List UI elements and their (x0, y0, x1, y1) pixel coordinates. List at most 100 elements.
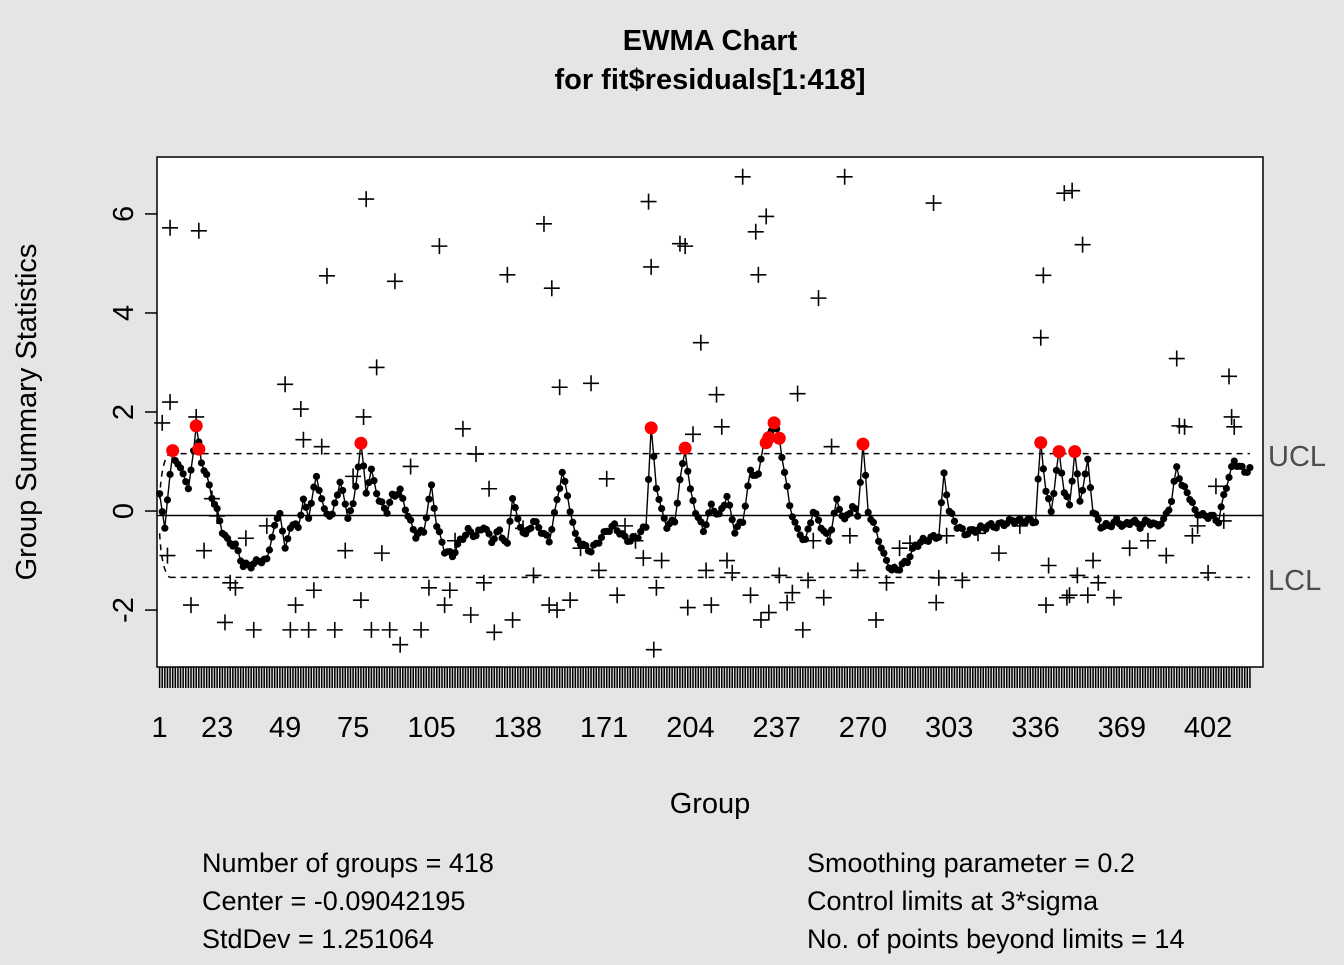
group-summary-point (1121, 540, 1138, 557)
group-summary-point (1105, 589, 1122, 606)
group-summary-point (648, 579, 665, 596)
out-of-control-point (767, 416, 781, 430)
group-summary-point (685, 426, 702, 443)
x-tick-label: 369 (1098, 712, 1146, 744)
group-summary-point (878, 574, 895, 591)
group-summary-point (467, 446, 484, 463)
ewma-point (741, 502, 749, 510)
group-summary-point (551, 379, 568, 396)
ewma-point (830, 509, 838, 517)
ewma-point (895, 566, 904, 574)
ewma-point (1042, 487, 1050, 495)
ewma-point (861, 471, 870, 479)
ewma-point (535, 523, 543, 532)
group-summary-point (1069, 567, 1086, 584)
group-summary-point (815, 589, 832, 606)
ewma-point (179, 470, 187, 478)
group-summary-point (1158, 547, 1175, 564)
group-summary-point (543, 280, 560, 297)
ewma-point (352, 482, 360, 490)
group-summary-point (358, 191, 375, 208)
ewma-point (435, 528, 443, 536)
ewma-point (642, 523, 650, 531)
ewma-point (503, 539, 511, 547)
group-summary-point (609, 587, 626, 604)
ewma-point (783, 482, 791, 490)
ewma-point (948, 509, 956, 518)
group-summary-point (1184, 527, 1201, 544)
ewma-point (652, 484, 661, 493)
group-summary-point (462, 607, 479, 624)
group-summary-point (841, 527, 858, 544)
ewma-point (786, 502, 794, 510)
ewma-point (318, 495, 326, 503)
group-summary-point (750, 266, 767, 283)
ewma-point (305, 514, 313, 522)
ewma-line (158, 422, 1251, 571)
ewma-point (1246, 463, 1254, 472)
ewma-point (684, 467, 692, 475)
group-summary-point (645, 641, 662, 658)
group-summary-point (420, 579, 437, 596)
group-summary-point (849, 562, 866, 579)
group-summary-point (954, 572, 971, 589)
ewma-point (307, 499, 315, 507)
group-summary-point (313, 438, 330, 455)
group-summary-point (237, 530, 254, 547)
ewma-point (265, 546, 274, 554)
group-summary-point (1226, 418, 1243, 435)
ewma-point (430, 504, 438, 512)
ewma-point (556, 484, 564, 493)
ewma-point (1058, 469, 1066, 477)
ewma-point (650, 452, 658, 461)
lcl-startup-curve (158, 533, 171, 578)
ewma-point (595, 539, 603, 547)
ewma-point (331, 499, 339, 507)
group-summary-point (1221, 368, 1238, 385)
x-axis: 1 23 49 75 105 138 171 204 237 270 303 336 369 402 (152, 667, 1251, 744)
ewma-point (882, 556, 891, 564)
ewma-point (1086, 484, 1095, 492)
x-tick-label: 105 (407, 712, 455, 744)
group-summary-point (794, 621, 811, 638)
ewma-point (825, 537, 833, 545)
ewma-point (346, 507, 355, 515)
ewma-point (582, 541, 590, 550)
group-summary-point (363, 621, 380, 638)
ewma-point (757, 455, 765, 463)
ewma-point (699, 527, 708, 536)
group-summary-point (823, 438, 840, 455)
ewma-point (297, 511, 305, 519)
ewma-point (744, 482, 752, 490)
ewma-point (268, 533, 276, 541)
ewma-point (869, 518, 878, 526)
out-of-control-point (1052, 445, 1066, 459)
stat-points-beyond-limits: No. of points beyond limits = 14 (807, 924, 1184, 954)
ewma-point (1167, 497, 1176, 506)
ewma-point (438, 538, 446, 546)
ewma-point (378, 498, 386, 506)
out-of-control-point (678, 441, 692, 455)
stat-number-of-groups: Number of groups = 418 (202, 848, 494, 878)
x-tick-label: 237 (752, 712, 800, 744)
ewma-point (370, 477, 378, 485)
group-summary-point (734, 168, 751, 185)
group-summary-point (486, 624, 503, 641)
ewma-point (1063, 492, 1071, 501)
x-tick-label: 75 (337, 712, 369, 744)
group-summary-point (1207, 478, 1224, 495)
ewma-point (739, 518, 747, 527)
ewma-point (827, 526, 836, 534)
ewma-point (427, 481, 436, 489)
y-tick-label: 0 (108, 503, 140, 519)
ewma-point (373, 490, 381, 498)
group-summary-point (386, 273, 403, 290)
lcl-label: LCL (1268, 565, 1321, 597)
ewma-point (532, 518, 540, 526)
group-summary-point (1040, 557, 1057, 574)
ewma-point (814, 516, 823, 524)
ewma-point (1160, 515, 1168, 523)
ewma-point (550, 508, 559, 517)
